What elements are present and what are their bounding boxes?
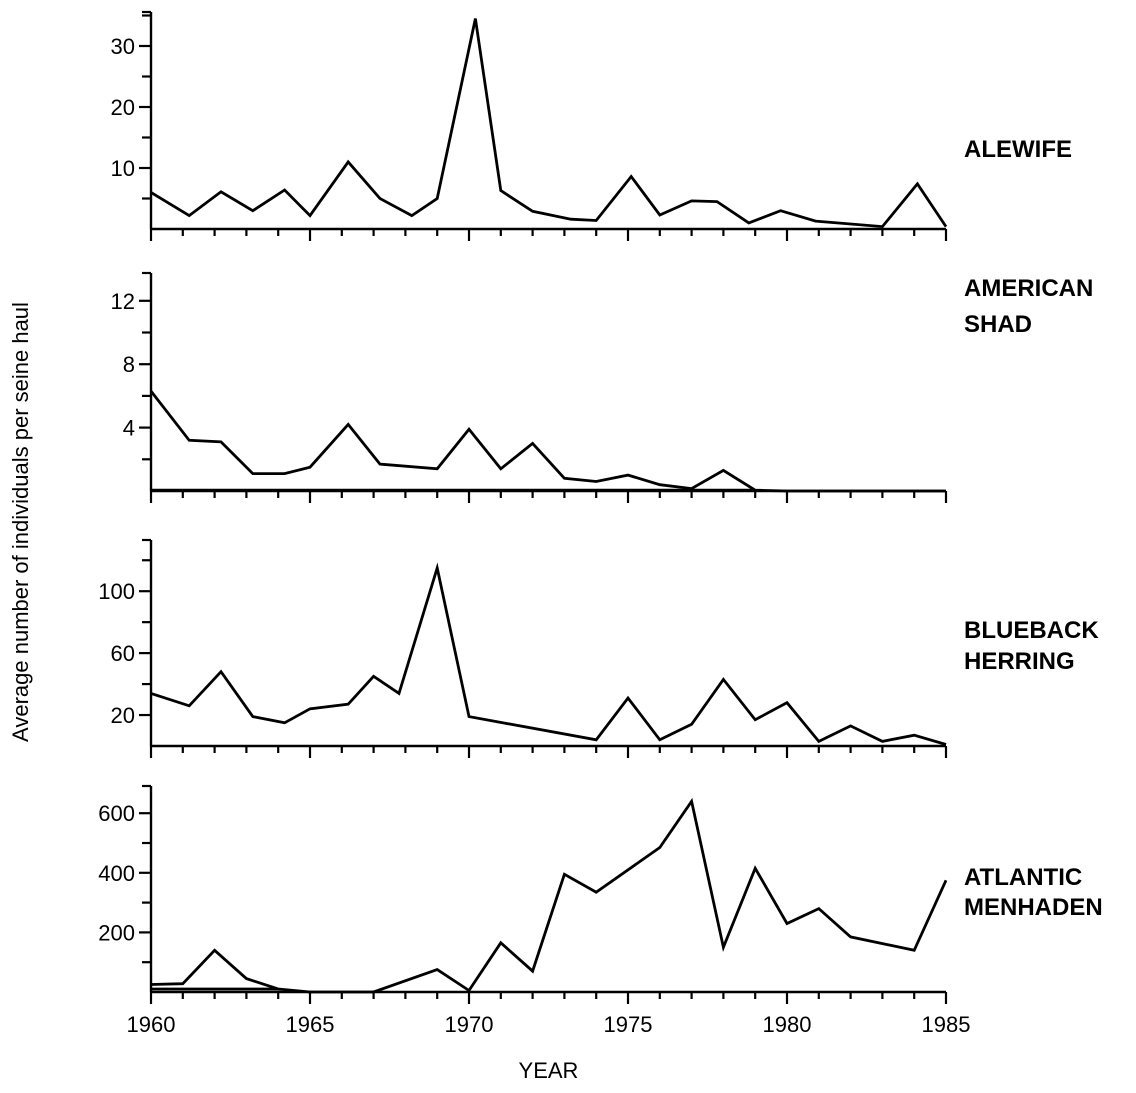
x-tick-label: 1975 bbox=[604, 1012, 653, 1037]
panel-label: AMERICAN bbox=[964, 275, 1093, 302]
series-line-atlantic-menhaden bbox=[150, 797, 948, 994]
x-tick-label: 1985 bbox=[922, 1012, 971, 1037]
panel-label: ALEWIFE bbox=[964, 136, 1072, 163]
y-tick-label: 8 bbox=[123, 352, 135, 377]
y-tick-label: 20 bbox=[111, 95, 135, 120]
y-tick-label: 30 bbox=[111, 34, 135, 59]
series-line-blueback-herring bbox=[150, 562, 947, 746]
y-tick-label: 600 bbox=[98, 801, 135, 826]
y-tick-label: 100 bbox=[98, 579, 135, 604]
x-axis-title: YEAR bbox=[519, 1058, 579, 1083]
x-tick-label: 1980 bbox=[763, 1012, 812, 1037]
x-tick-label: 1965 bbox=[286, 1012, 335, 1037]
y-tick-label: 10 bbox=[111, 156, 135, 181]
y-axis-title: Average number of individuals per seine … bbox=[8, 302, 33, 742]
panel-label: MENHADEN bbox=[964, 894, 1103, 921]
panel-label: SHAD bbox=[964, 311, 1032, 338]
y-tick-label: 60 bbox=[111, 641, 135, 666]
panel-label: HERRING bbox=[964, 648, 1075, 675]
y-tick-label: 400 bbox=[98, 861, 135, 886]
series-line-american-shad bbox=[149, 390, 946, 493]
panel-label: BLUEBACK bbox=[964, 617, 1099, 644]
y-tick-label: 12 bbox=[111, 289, 135, 314]
panel-label: ATLANTIC bbox=[964, 864, 1082, 891]
y-tick-label: 4 bbox=[123, 416, 135, 441]
y-tick-label: 20 bbox=[111, 703, 135, 728]
x-tick-label: 1960 bbox=[127, 1012, 176, 1037]
x-tick-label: 1970 bbox=[445, 1012, 494, 1037]
series-line-alewife bbox=[150, 18, 948, 229]
y-tick-label: 200 bbox=[98, 920, 135, 945]
